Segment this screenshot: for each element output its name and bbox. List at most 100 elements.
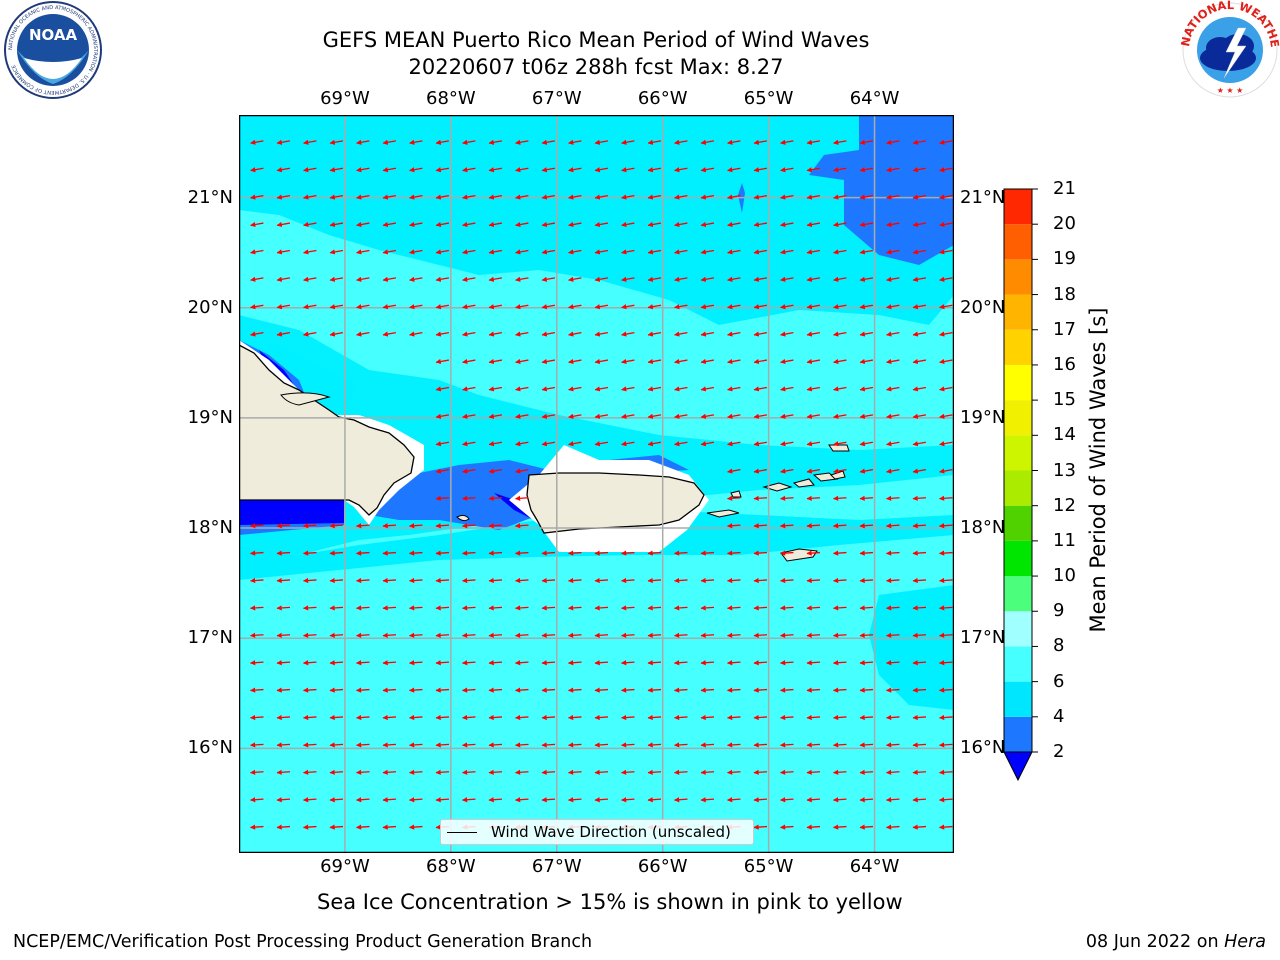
wave-direction-arrow — [462, 441, 476, 447]
lat-tick-left: 16°N — [187, 737, 233, 759]
colorbar-tick-label: 19 — [1053, 248, 1076, 270]
wave-direction-arrow — [329, 249, 344, 255]
wave-direction-arrow — [250, 249, 264, 255]
wave-direction-arrow — [435, 550, 450, 556]
colorbar-tick-label: 17 — [1053, 318, 1076, 340]
wave-direction-arrow — [461, 523, 476, 529]
wave-direction-arrow — [938, 824, 953, 830]
wave-direction-arrow — [435, 742, 450, 748]
wave-direction-arrow — [250, 331, 264, 337]
wave-direction-arrow — [594, 441, 609, 447]
wave-direction-arrow — [514, 769, 529, 775]
wave-direction-arrow — [647, 797, 662, 803]
wave-direction-arrow — [461, 632, 476, 638]
wave-direction-arrow — [859, 742, 874, 748]
wave-direction-arrow — [859, 523, 874, 529]
wave-direction-arrow — [806, 742, 821, 748]
wave-direction-arrow — [700, 276, 715, 282]
wave-direction-arrow — [647, 194, 662, 200]
wave-direction-arrow — [726, 550, 741, 556]
wave-direction-arrow — [938, 605, 953, 611]
wave-direction-arrow — [435, 358, 450, 365]
wave-direction-arrow — [435, 769, 450, 775]
wind-wave-period-map — [239, 115, 954, 853]
wave-direction-arrow — [674, 441, 688, 447]
wave-direction-arrow — [329, 331, 344, 337]
wave-direction-arrow — [594, 194, 609, 200]
wave-direction-arrow — [276, 331, 291, 337]
wave-direction-arrow — [303, 167, 317, 173]
wave-direction-arrow — [886, 167, 900, 173]
colorbar-title: Mean Period of Wind Waves [s] — [1086, 307, 1110, 633]
colorbar-tick-label: 13 — [1053, 459, 1076, 481]
wave-direction-arrow — [594, 358, 609, 365]
wave-direction-arrow — [700, 167, 715, 173]
wave-direction-arrow — [912, 577, 927, 584]
wave-direction-arrow — [462, 304, 476, 310]
wave-direction-arrow — [409, 167, 423, 173]
wave-direction-arrow — [621, 221, 635, 228]
wave-direction-arrow — [435, 797, 450, 803]
wave-direction-arrow — [408, 550, 423, 556]
wave-direction-arrow — [329, 797, 344, 803]
wave-direction-arrow — [620, 742, 635, 748]
wave-direction-arrow — [303, 331, 317, 337]
wave-direction-arrow — [833, 413, 847, 419]
wave-direction-arrow — [753, 331, 768, 337]
wave-direction-arrow — [568, 276, 582, 282]
wave-direction-arrow — [276, 550, 291, 556]
wave-direction-arrow — [753, 304, 768, 310]
footer-date: 08 Jun 2022 on Hera — [1086, 932, 1266, 952]
wave-direction-arrow — [647, 687, 662, 693]
wave-direction-arrow — [832, 550, 847, 556]
wave-direction-arrow — [647, 331, 662, 337]
wave-direction-arrow — [726, 742, 741, 748]
wave-direction-arrow — [674, 167, 688, 173]
wave-direction-arrow — [885, 523, 900, 529]
wave-direction-arrow — [382, 304, 397, 310]
wave-direction-arrow — [753, 632, 768, 638]
lat-tick-left: 20°N — [187, 296, 233, 318]
wave-direction-arrow — [303, 139, 317, 145]
wave-direction-arrow — [620, 660, 635, 666]
wave-direction-arrow — [541, 386, 556, 392]
wave-direction-arrow — [435, 577, 450, 584]
wave-direction-arrow — [859, 167, 874, 173]
wave-direction-arrow — [409, 304, 423, 310]
wave-direction-arrow — [276, 221, 291, 228]
footer-host: Hera — [1224, 932, 1266, 952]
wave-direction-arrow — [673, 714, 688, 721]
wave-direction-arrow — [515, 441, 529, 447]
wave-direction-arrow — [806, 495, 821, 501]
wave-direction-arrow — [779, 523, 794, 529]
wave-direction-arrow — [806, 605, 821, 611]
wave-direction-arrow — [886, 304, 900, 310]
wave-direction-arrow — [594, 331, 609, 337]
wave-direction-arrow — [780, 221, 794, 228]
wave-direction-arrow — [462, 139, 476, 145]
wave-direction-arrow — [515, 276, 529, 282]
wave-direction-arrow — [886, 249, 900, 255]
wave-direction-arrow — [832, 660, 847, 666]
wave-direction-arrow — [621, 276, 635, 282]
wave-direction-arrow — [514, 523, 529, 529]
wave-direction-arrow — [780, 331, 794, 337]
wave-direction-arrow — [594, 167, 609, 173]
colorbar-segment — [1004, 716, 1032, 752]
lat-tick-left: 18°N — [187, 517, 233, 539]
wave-direction-arrow — [329, 742, 344, 748]
wave-direction-arrow — [568, 194, 582, 200]
wave-direction-arrow — [727, 304, 741, 310]
wave-direction-arrow — [541, 769, 556, 775]
fill-under-2c — [494, 493, 534, 520]
wave-direction-arrow — [355, 797, 370, 803]
wave-direction-arrow — [780, 194, 794, 200]
wave-direction-arrow — [462, 276, 476, 282]
wave-direction-arrow — [780, 304, 794, 310]
wave-direction-arrow — [514, 577, 529, 584]
wave-direction-arrow — [753, 577, 768, 584]
wave-direction-arrow — [886, 276, 900, 282]
wave-direction-arrow — [461, 714, 476, 721]
wave-direction-arrow — [938, 660, 953, 666]
wave-direction-arrow — [462, 358, 476, 365]
